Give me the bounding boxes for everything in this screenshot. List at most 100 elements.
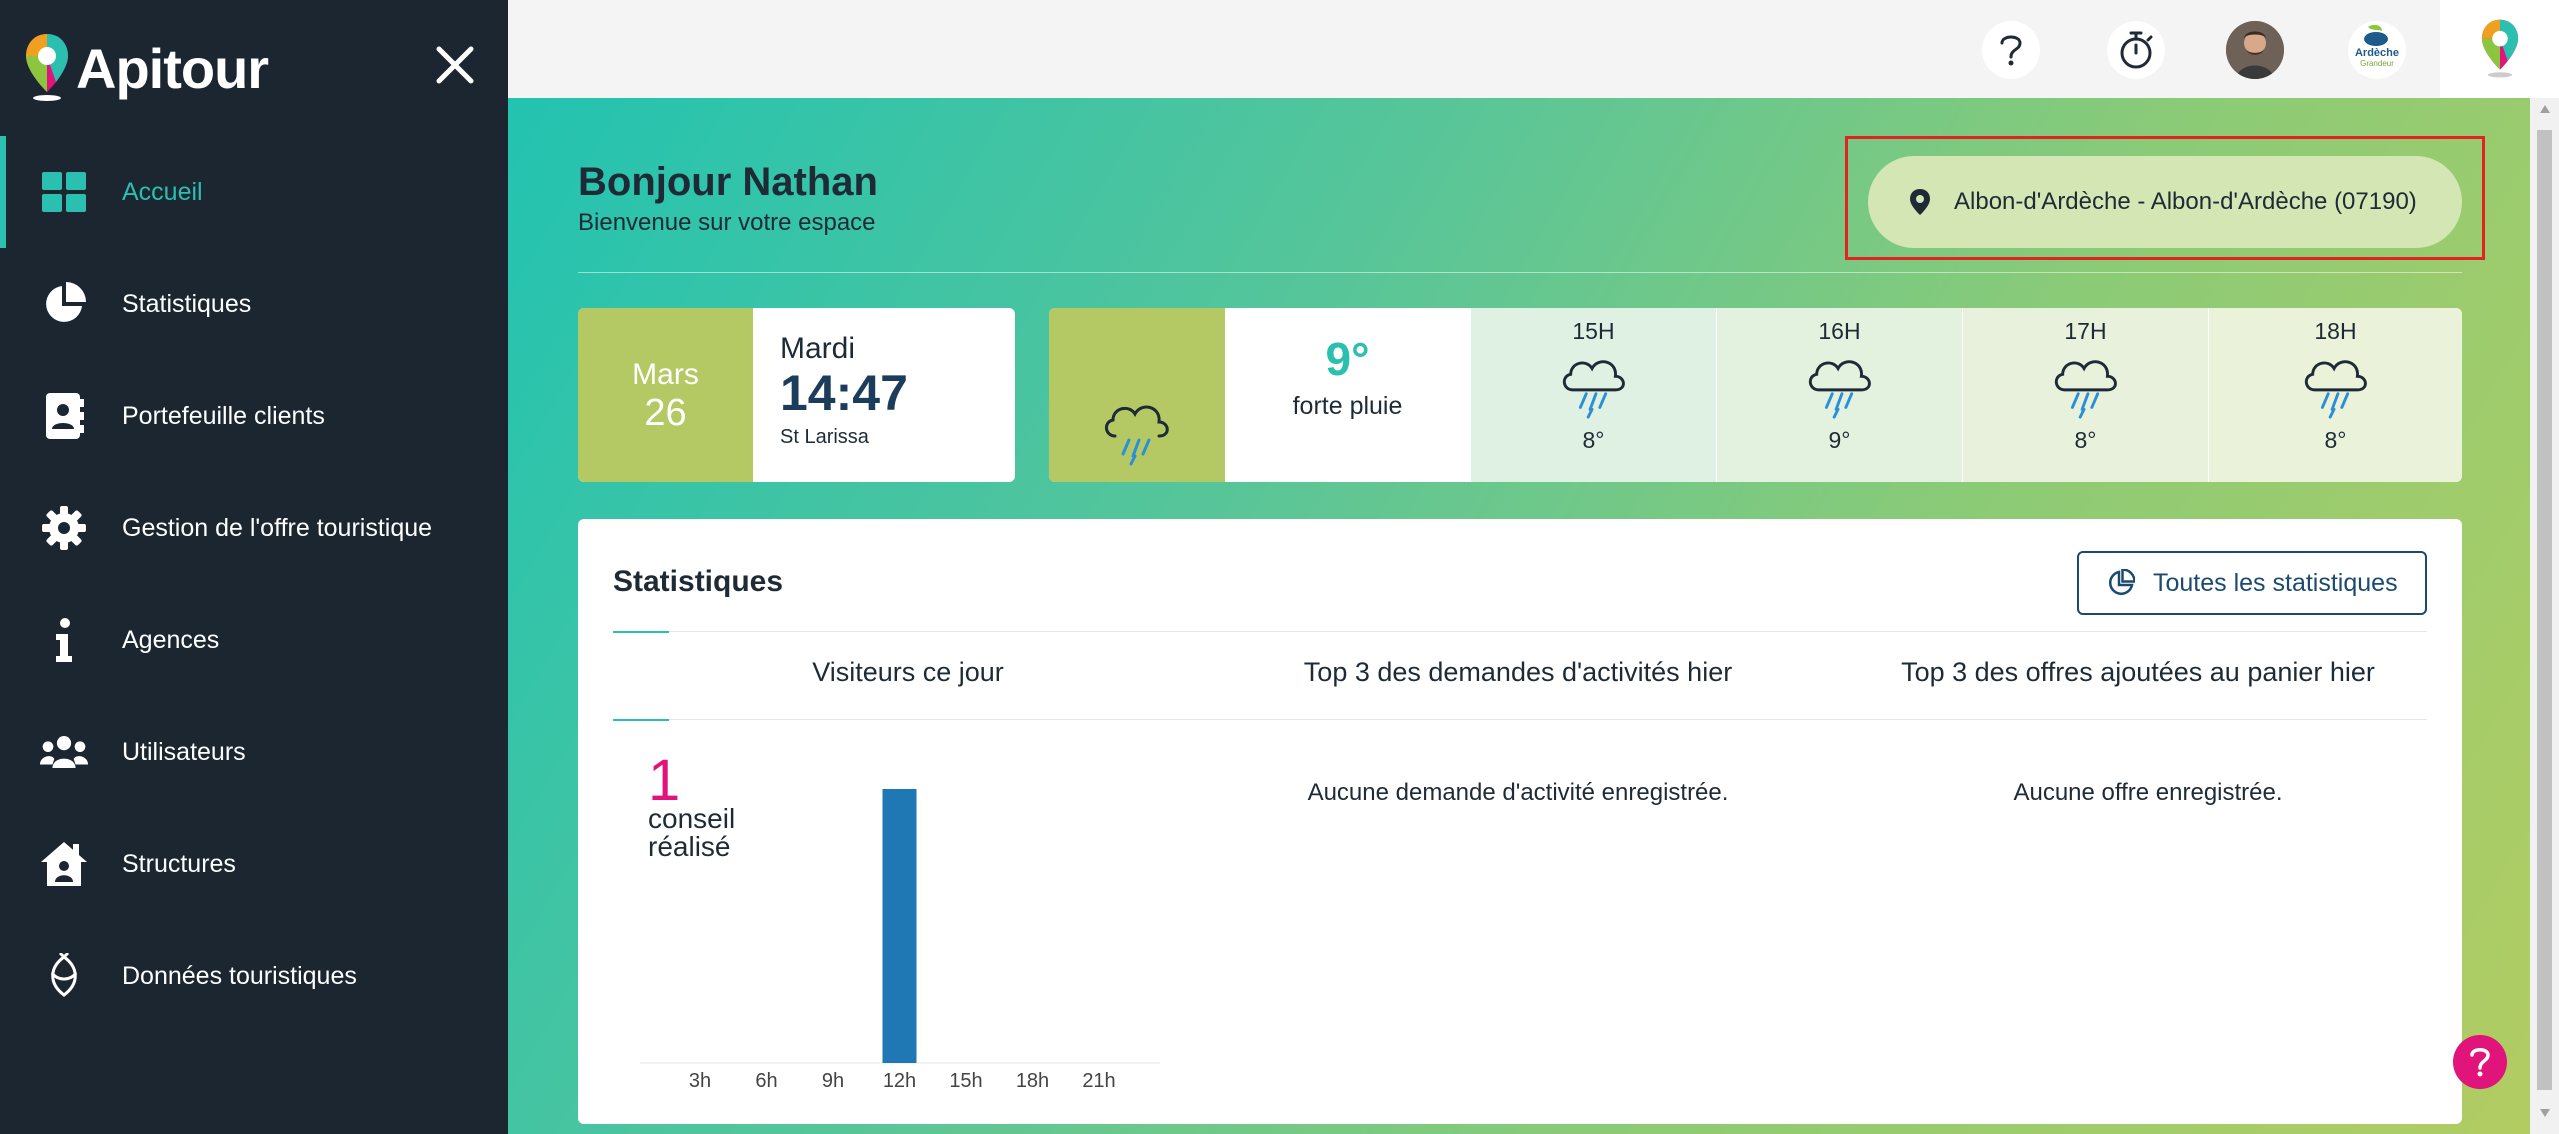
forecast-hour-temp: 8° — [2324, 427, 2347, 453]
date-weekday: Mardi — [780, 332, 856, 365]
forecast-hour-label: 15H — [1572, 318, 1615, 344]
date-details: Mardi 14:47 St Larissa — [780, 332, 908, 449]
sidebar-item-label: Utilisateurs — [122, 737, 246, 766]
help-icon — [2000, 35, 2022, 66]
cloud-rain-icon — [1105, 405, 1169, 466]
sidebar-item-accueil[interactable]: Accueil — [0, 136, 508, 248]
column-visitors-title: Visiteurs ce jour — [812, 657, 1004, 687]
location-selector[interactable]: Albon-d'Ardèche - Albon-d'Ardèche (07190… — [1868, 156, 2462, 248]
stats-accent — [613, 631, 669, 633]
caret-down-icon — [2539, 1109, 2550, 1117]
apitour-pin-logo[interactable] — [2440, 0, 2559, 98]
sidebar-item-donnees-touristiques[interactable]: Données touristiques — [0, 920, 508, 1032]
all-stats-button-label: Toutes les statistiques — [2153, 568, 2398, 597]
date-card: Mars 26 Mardi 14:47 St Larissa — [578, 308, 1015, 482]
visitors-bar-chart: 3h 6h 9h 12h 15h 18h 21h — [640, 789, 1160, 1092]
page-title: Bonjour Nathan — [578, 160, 878, 204]
sidebar: Apitour Accueil Statistiques Portefeuill… — [0, 0, 508, 1134]
stats-title: Statistiques — [613, 565, 784, 598]
chart-tick-label: 21h — [1082, 1070, 1115, 1092]
sidebar-item-label: Gestion de l'offre touristique — [122, 513, 433, 542]
cocoon-icon — [40, 952, 88, 1000]
location-label: Albon-d'Ardèche - Albon-d'Ardèche (07190… — [1954, 188, 2417, 215]
chart-tick-label: 15h — [949, 1070, 982, 1092]
header-divider — [578, 272, 2462, 273]
forecast-hour-label: 16H — [1818, 318, 1861, 344]
page-subtitle: Bienvenue sur votre espace — [578, 209, 876, 236]
page-scrollbar[interactable] — [2530, 98, 2559, 1134]
sidebar-item-statistiques[interactable]: Statistiques — [0, 248, 508, 360]
saint-of-day: St Larissa — [780, 426, 869, 448]
close-sidebar-button[interactable] — [430, 40, 480, 90]
sidebar-nav: Accueil Statistiques Portefeuille client… — [0, 136, 508, 1032]
sidebar-item-label: Accueil — [122, 177, 203, 206]
stats-divider — [613, 719, 2427, 720]
visitor-count-label-line1: conseil — [648, 803, 736, 834]
help-icon — [2470, 1048, 2490, 1077]
sidebar-item-agences[interactable]: Agences — [0, 584, 508, 696]
column-activities-title: Top 3 des demandes d'activités hier — [1303, 657, 1733, 687]
visitor-count-label-line2: réalisé — [648, 831, 731, 862]
cloud-rain-icon — [1808, 360, 1871, 419]
cloud-rain-icon — [1562, 360, 1625, 419]
forecast-hour: 17H 8° — [1962, 308, 2208, 482]
chart-tick-label: 6h — [755, 1070, 777, 1092]
gear-icon — [40, 504, 88, 552]
date-day: 26 — [644, 392, 687, 434]
stats-divider — [613, 631, 2427, 632]
forecast-hour-label: 17H — [2064, 318, 2107, 344]
empty-offers-message: Aucune offre enregistrée. — [2013, 779, 2283, 806]
empty-activities-message: Aucune demande d'activité enregistrée. — [1307, 779, 1729, 806]
ardeche-logo-line1: Ardèche — [2355, 47, 2399, 59]
sidebar-item-label: Statistiques — [122, 289, 252, 318]
ardeche-logo[interactable]: Ardèche Grandeur — [2348, 21, 2406, 79]
visitor-count: 1 — [648, 748, 681, 813]
stats-accent — [613, 719, 669, 721]
apitour-pin-logo-icon — [2481, 19, 2518, 78]
chart-tick-label: 3h — [689, 1070, 711, 1092]
user-avatar-icon — [2226, 21, 2284, 79]
forecast-hour-temp: 8° — [2074, 427, 2097, 453]
column-offers-title: Top 3 des offres ajoutées au panier hier — [1901, 657, 2375, 687]
app-logo[interactable]: Apitour — [24, 28, 269, 108]
forecast-hour: 16H 9° — [1716, 308, 1962, 482]
help-button[interactable] — [1982, 21, 2040, 79]
chart-bar-12h — [882, 789, 917, 1063]
greeting: Bonjour Nathan Bienvenue sur votre espac… — [578, 160, 878, 237]
help-chat-button[interactable] — [2453, 1035, 2507, 1089]
pie-chart-icon — [40, 280, 88, 328]
timer-button[interactable] — [2107, 21, 2165, 79]
weather-description: forte pluie — [1292, 392, 1403, 420]
all-stats-button[interactable]: Toutes les statistiques — [2077, 551, 2427, 615]
sidebar-item-label: Portefeuille clients — [122, 401, 325, 430]
chart-tick-label: 18h — [1016, 1070, 1049, 1092]
forecast-hour-label: 18H — [2314, 318, 2357, 344]
dashboard-grid-icon — [40, 168, 88, 216]
app-name: Apitour — [76, 36, 269, 100]
sidebar-item-utilisateurs[interactable]: Utilisateurs — [0, 696, 508, 808]
sidebar-item-gestion-offre[interactable]: Gestion de l'offre touristique — [0, 472, 508, 584]
sidebar-item-label: Structures — [122, 849, 236, 878]
sidebar-item-structures[interactable]: Structures — [0, 808, 508, 920]
caret-up-icon — [2539, 105, 2550, 113]
scroll-down-arrow[interactable] — [2530, 1108, 2559, 1128]
user-avatar[interactable] — [2226, 21, 2284, 79]
scroll-thumb[interactable] — [2537, 130, 2552, 1090]
apitour-pin-icon — [26, 34, 68, 101]
weather-card: 9° forte pluie 15H 8° 16H 9° 17H 8° 18H … — [1049, 308, 2462, 482]
sidebar-item-portefeuille-clients[interactable]: Portefeuille clients — [0, 360, 508, 472]
forecast-hour-temp: 9° — [1828, 427, 1851, 453]
users-icon — [40, 728, 88, 776]
stats-card: Statistiques Toutes les statistiques Vis… — [578, 519, 2462, 1124]
forecast-hour-temp: 8° — [1582, 427, 1605, 453]
forecast-hour: 15H 8° — [1470, 308, 1716, 482]
cloud-rain-icon — [2054, 360, 2117, 419]
weather-now: 9° forte pluie — [1225, 308, 1470, 482]
topbar: Ardèche Grandeur — [508, 0, 2559, 98]
chart-tick-label: 12h — [883, 1070, 916, 1092]
weather-current-icon-cell — [1049, 308, 1225, 482]
location-highlight-frame — [1845, 136, 2485, 260]
scroll-up-arrow[interactable] — [2530, 104, 2559, 124]
forecast-hour: 18H 8° — [2208, 308, 2462, 482]
house-user-icon — [40, 840, 88, 888]
